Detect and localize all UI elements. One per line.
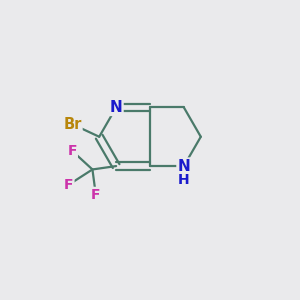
Text: F: F [68, 144, 77, 158]
Text: F: F [64, 178, 74, 192]
Text: F: F [91, 188, 101, 202]
Text: Br: Br [63, 117, 82, 132]
Text: N: N [178, 159, 190, 174]
Text: N: N [110, 100, 122, 115]
Text: H: H [178, 173, 190, 187]
